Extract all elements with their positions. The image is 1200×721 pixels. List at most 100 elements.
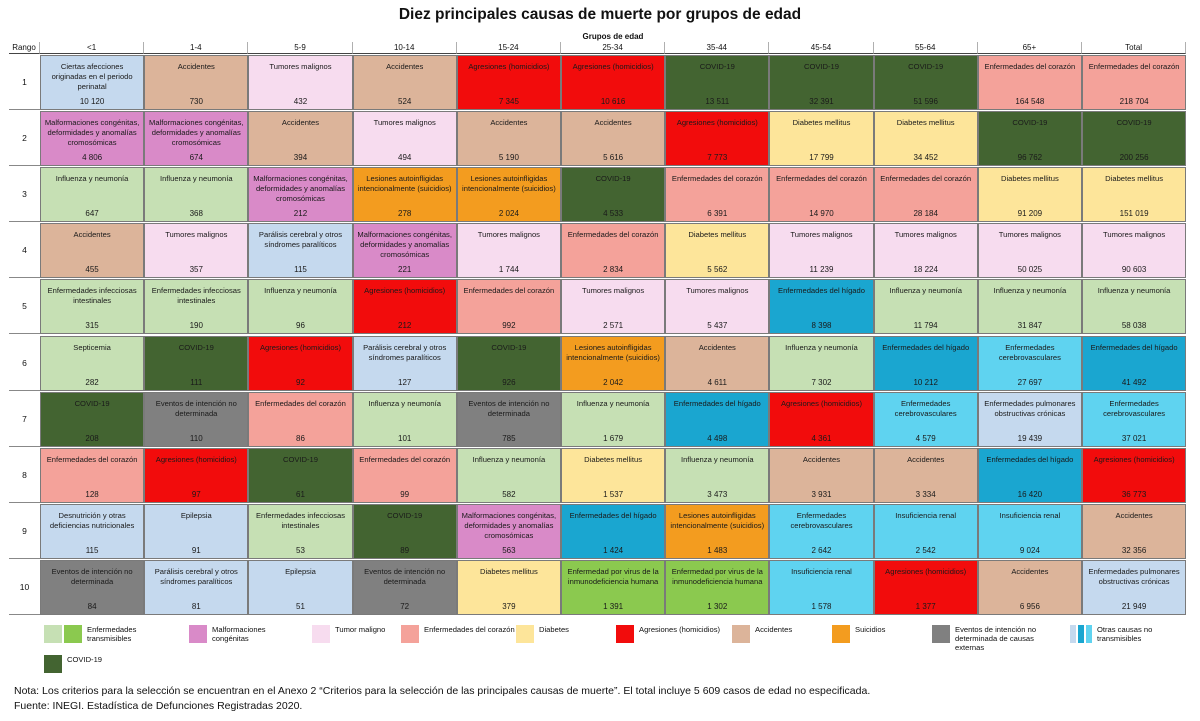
rank-label: 3 [9,166,40,223]
table-cell: Enfermedades del corazón 6 391 [665,167,770,223]
death-count: 926 [502,377,516,387]
table-cell: Eventos de intención no determinada 84 [40,559,145,615]
cause-name: Accidentes [1011,566,1049,576]
table-cell: Enfermedades del corazón 992 [456,279,561,335]
table-cell: COVID-19 200 256 [1082,111,1187,167]
cause-name: Enfermedades del corazón [984,62,1076,71]
death-count: 494 [398,153,412,163]
table-cell: Enfermedades del hígado 10 212 [873,335,978,391]
table-cell: Diabetes mellitus 379 [456,559,561,615]
table-cell: Accidentes 3 931 [769,447,874,503]
table-cell: Insuficiencia renal 9 024 [977,503,1082,559]
cause-name: Enfermedades del corazón [567,230,659,240]
death-count: 6 956 [1019,601,1040,611]
cause-name: Accidentes [177,62,215,71]
table-cell: Tumores malignos 2 571 [561,279,666,335]
cause-name: Accidentes [698,342,736,352]
death-count: 4 361 [811,433,832,443]
column-header: 15-24 [456,42,561,54]
column-header: 65+ [977,42,1082,54]
death-count: 357 [189,265,203,275]
death-count: 101 [398,433,412,443]
legend-swatch [312,625,330,643]
cause-name: Agresiones (homicidios) [780,398,862,408]
footnote: Nota: Los criterios para la selección se… [14,685,871,697]
table-cell: Malformaciones congénitas, deformidades … [248,167,353,223]
table-cell: Parálisis cerebral y otros síndromes par… [352,335,457,391]
table-cell: Tumores malignos 50 025 [977,223,1082,279]
death-count: 315 [85,321,99,331]
table-cell: Influenza y neumonía 101 [352,391,457,447]
cause-name: Malformaciones congénitas, deformidades … [357,230,452,260]
legend-label: Accidentes [755,625,793,634]
cause-name: Agresiones (homicidios) [676,118,758,128]
death-count: 1 424 [603,545,624,555]
table-cell: Malformaciones congénitas, deformidades … [456,503,561,559]
rank-header: Rango [9,42,40,54]
table-cell: Lesiones autoinfligidas intencionalmente… [456,167,561,223]
cause-name: Enfermedades cerebrovasculares [1103,398,1166,418]
rank-label: 6 [9,335,40,391]
table-cell: Enfermedades infecciosas intestinales 315 [40,279,145,335]
death-count: 2 024 [498,209,519,219]
age-group-header: Grupos de edad [582,32,644,41]
table-cell: COVID-19 89 [352,503,457,559]
table-cell: Enfermedades del corazón 2 834 [561,223,666,279]
table-cell: Desnutrición y otras deficiencias nutric… [40,503,145,559]
table-cell: Enfermedades cerebrovasculares 27 697 [977,335,1082,391]
table-cell: Enfermedades del corazón 86 [248,391,353,447]
death-count: 5 437 [707,321,728,331]
column-header: 25-34 [561,42,666,54]
table-cell: Tumores malignos 5 437 [665,279,770,335]
death-count: 91 209 [1017,209,1043,219]
death-count: 3 473 [707,489,728,499]
table-cell: Tumores malignos 18 224 [873,223,978,279]
death-count: 1 578 [811,601,832,611]
death-count: 1 377 [915,601,936,611]
cause-name: COVID-19 [908,62,944,71]
death-count: 524 [398,97,412,107]
death-count: 200 256 [1119,153,1149,163]
legend-item: Malformaciones congénitas [189,622,319,650]
table-cell: Insuficiencia renal 1 578 [769,559,874,615]
table-cell: COVID-19 13 511 [665,55,770,111]
death-count: 99 [400,489,410,499]
table-cell: Enfermedades del hígado 41 492 [1082,335,1187,391]
cause-name: Enfermedades cerebrovasculares [790,510,853,530]
cause-name: COVID-19 [178,342,214,352]
death-count: 21 949 [1121,601,1147,611]
cause-name: Enfermedades cerebrovasculares [998,342,1061,362]
death-count: 9 024 [1019,545,1040,555]
cause-name: Enfermedades infecciosas intestinales [151,286,241,306]
column-header: Total [1082,42,1187,54]
table-cell: Enfermedad por virus de la inmunodeficie… [561,559,666,615]
table-cell: Influenza y neumonía 1 679 [561,391,666,447]
table-cell: Accidentes 394 [248,111,353,167]
table-cell: Influenza y neumonía 58 038 [1082,279,1187,335]
cause-name: Influenza y neumonía [55,174,129,184]
cause-name: Agresiones (homicidios) [468,62,550,71]
legend-item: Eventos de intención no determinada de c… [932,622,1062,652]
death-count: 212 [293,209,308,219]
table-cell: Influenza y neumonía 3 473 [665,447,770,503]
rank-label: 4 [9,222,40,279]
cause-name: Influenza y neumonía [889,286,962,296]
cause-name: Tumores malignos [373,118,436,128]
rank-label: 10 [9,559,40,615]
table-cell: COVID-19 4 533 [561,167,666,223]
death-count: 50 025 [1017,265,1043,275]
table-cell: Malformaciones congénitas, deformidades … [352,223,457,279]
cause-name: Influenza y neumonía [576,398,650,408]
table-cell: Agresiones (homicidios) 212 [352,279,457,335]
death-count: 785 [502,433,516,443]
cause-name: Agresiones (homicidios) [1093,454,1175,464]
table-cell: Parálisis cerebral y otros síndromes par… [248,223,353,279]
cause-name: Enfermedades infecciosas intestinales [47,286,137,306]
cause-name: Enfermedades del hígado [986,454,1074,464]
table-cell: Enfermedades del corazón 14 970 [769,167,874,223]
cause-name: Insuficiencia renal [999,510,1061,520]
cause-name: Accidentes [386,62,424,71]
death-count: 6 391 [707,209,728,219]
cause-name: Accidentes [490,118,528,128]
cause-name: Enfermedades del hígado [673,398,761,408]
